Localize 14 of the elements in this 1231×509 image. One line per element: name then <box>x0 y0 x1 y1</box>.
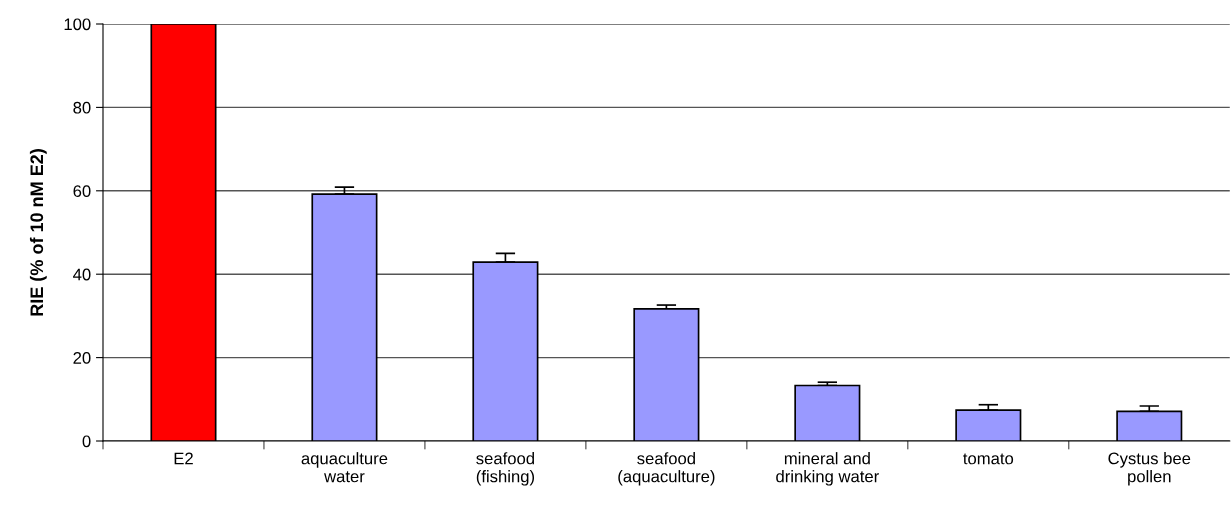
x-tick-label: E2 <box>174 452 193 465</box>
y-axis-title: RIE (% of 10 nM E2) <box>29 149 47 316</box>
y-tick-label: 0 <box>82 435 91 448</box>
x-tick-label: Cystus bee pollen <box>1108 452 1191 486</box>
y-tick-label: 80 <box>73 101 91 114</box>
y-tick-label: 20 <box>73 352 91 364</box>
y-tick-label: 40 <box>73 268 91 281</box>
x-tick-label: mineral and drinking water <box>776 452 879 486</box>
x-tick-label: seafood (aquaculture) <box>618 452 715 486</box>
x-tick-label: aquaculture water <box>301 452 388 483</box>
x-tick-label: tomato <box>963 453 1014 465</box>
y-tick-label: 60 <box>73 185 91 197</box>
y-tick-label: 100 <box>64 18 91 31</box>
x-tick-label: seafood (fishing) <box>476 452 535 486</box>
